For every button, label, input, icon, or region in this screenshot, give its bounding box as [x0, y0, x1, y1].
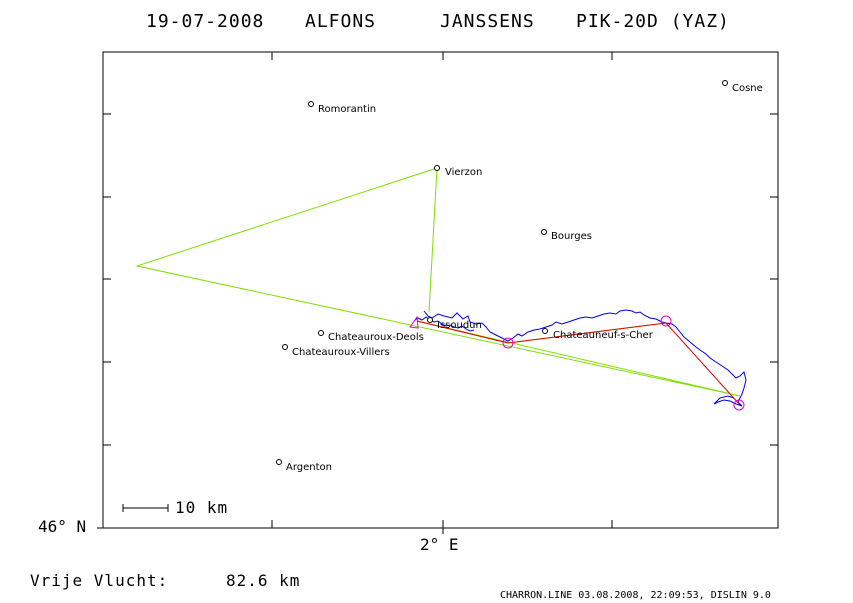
city-label: Romorantin	[318, 104, 376, 115]
footer-info: CHARRON.LINE 03.08.2008, 22:09:53, DISLI…	[500, 590, 771, 601]
city-label: Vierzon	[445, 167, 482, 178]
flight-date: 19-07-2008	[146, 11, 264, 32]
scale-bar-label: 10 km	[175, 498, 228, 517]
turnpoint-1-marker	[502, 337, 514, 349]
finish-marker	[733, 399, 745, 411]
city-label: Argenton	[286, 462, 332, 473]
city-label: Chateauroux-Deols	[328, 332, 424, 343]
pilot-last-name: JANSSENS	[440, 11, 535, 32]
city-chateauroux-villers: Chateauroux-Villers	[282, 344, 390, 358]
flight-track-start	[413, 316, 475, 332]
longitude-label: 2° E	[420, 535, 459, 554]
city-bourges: Bourges	[541, 229, 592, 242]
city-chateauroux-deols: Chateauroux-Deols	[318, 330, 424, 343]
glider-type: PIK-20D (YAZ)	[576, 11, 730, 32]
city-issoudun: Issoudun	[427, 317, 482, 331]
city-label: Issoudun	[437, 320, 482, 331]
latitude-label: 46° N	[38, 517, 86, 536]
city-cosne: Cosne	[722, 80, 763, 94]
task-route	[135, 167, 741, 397]
city-label: Bourges	[551, 231, 592, 242]
city-label: Chateauneuf-s-Cher	[553, 330, 654, 341]
pilot-first-name: ALFONS	[305, 11, 376, 32]
map-frame	[102, 51, 779, 529]
city-chateauneuf: Chateauneuf-s-Cher	[542, 328, 654, 341]
city-label: Cosne	[732, 83, 763, 94]
scale-bar: 10 km	[122, 498, 228, 517]
flight-track	[423, 309, 747, 407]
axis-ticks	[97, 52, 778, 534]
city-argenton: Argenton	[276, 459, 332, 473]
scored-line	[416, 320, 741, 406]
start-marker	[409, 315, 419, 329]
city-label: Chateauroux-Villers	[292, 347, 390, 358]
turnpoint-markers	[409, 315, 745, 411]
city-romorantin: Romorantin	[308, 101, 376, 115]
turnpoint-2-marker	[660, 315, 672, 327]
city-vierzon: Vierzon	[434, 165, 482, 178]
summary-distance: 82.6 km	[226, 571, 300, 590]
summary-label: Vrije Vlucht:	[30, 571, 168, 590]
